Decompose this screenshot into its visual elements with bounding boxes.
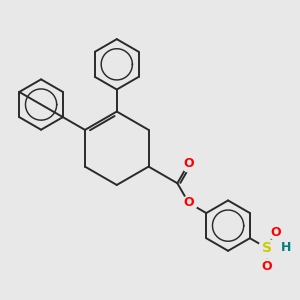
Text: O: O — [270, 226, 281, 238]
Text: S: S — [262, 241, 272, 255]
Text: O: O — [183, 196, 194, 209]
Text: O: O — [183, 157, 194, 170]
Text: O: O — [261, 260, 272, 272]
Text: H: H — [280, 241, 291, 254]
